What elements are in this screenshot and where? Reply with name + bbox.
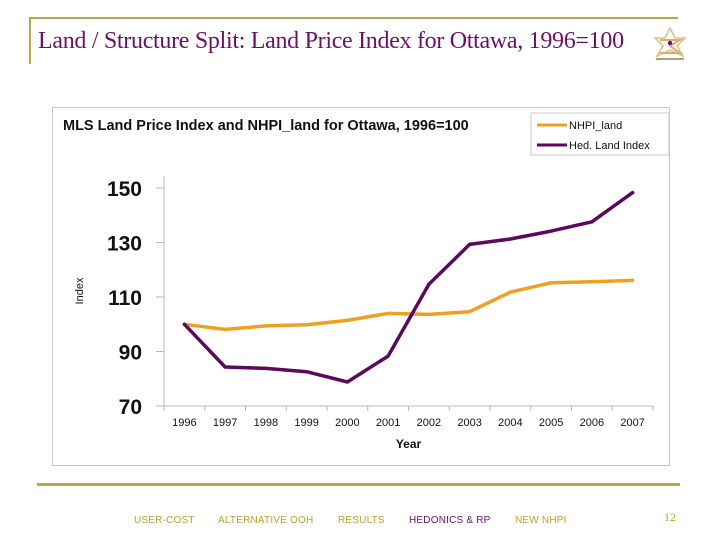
series-line-nhpi-land <box>182 278 635 332</box>
legend-box <box>530 112 670 156</box>
line-chart: MLS Land Price Index and NHPI_land for O… <box>63 112 670 451</box>
data-point-1-2003 <box>468 242 472 247</box>
nav-alternative-ooh[interactable]: ALTERNATIVE OOH <box>218 515 314 526</box>
data-point-0-2002 <box>427 312 431 317</box>
y-tick-label: 110 <box>108 287 142 310</box>
data-point-1-1996 <box>182 322 186 326</box>
y-tick-label: 70 <box>119 396 142 419</box>
y-axis-label: Index <box>74 277 86 304</box>
y-tick-label: 130 <box>107 233 142 256</box>
x-tick-label: 2006 <box>580 417 604 429</box>
data-point-0-2000 <box>345 318 349 323</box>
x-tick-label: 1996 <box>172 417 196 429</box>
data-point-1-1999 <box>305 370 309 374</box>
x-axis-label: Year <box>396 437 422 451</box>
x-tick-label: 2007 <box>620 417 644 429</box>
data-point-1-2002 <box>427 282 431 286</box>
chart-title: MLS Land Price Index and NHPI_land for O… <box>63 118 469 134</box>
series-line-hed-land-index <box>182 190 635 384</box>
footer-rule <box>37 483 680 486</box>
y-tick-label: 150 <box>107 178 142 201</box>
data-point-0-1999 <box>305 323 309 327</box>
data-point-0-1998 <box>264 324 268 328</box>
x-tick-label: 1997 <box>213 417 237 429</box>
data-point-0-2001 <box>386 311 390 315</box>
data-point-0-2006 <box>590 280 594 284</box>
data-point-0-2007 <box>631 278 635 282</box>
y-tick-label: 90 <box>119 342 142 365</box>
legend-label-1: Hed. Land Index <box>569 140 650 152</box>
nav-hedonics-rp[interactable]: HEDONICS & RP <box>409 515 491 526</box>
x-tick-label: 2005 <box>539 417 563 429</box>
data-point-1-2004 <box>508 237 512 241</box>
x-tick-label: 2003 <box>457 417 481 429</box>
data-point-1-2006 <box>590 220 594 224</box>
nav-new-nhpi[interactable]: NEW NHPI <box>515 515 567 526</box>
data-point-0-2005 <box>549 281 553 285</box>
data-point-1-2000 <box>345 380 349 384</box>
data-point-0-2003 <box>468 310 472 314</box>
data-point-1-1997 <box>223 365 227 369</box>
x-tick-label: 2002 <box>417 417 441 429</box>
data-point-1-1998 <box>264 366 268 370</box>
legend-label-0: NHPI_land <box>569 120 622 132</box>
x-tick-label: 2000 <box>335 417 359 429</box>
header-top-rule <box>30 17 678 19</box>
data-point-0-1997 <box>223 327 227 332</box>
data-point-1-2005 <box>549 229 553 233</box>
data-point-1-2001 <box>386 354 390 358</box>
header-left-rule <box>29 17 31 64</box>
x-tick-label: 2004 <box>498 417 522 429</box>
nav-user-cost[interactable]: USER-COST <box>134 515 195 526</box>
chart-frame: MLS Land Price Index and NHPI_land for O… <box>52 107 670 466</box>
x-tick-label: 1999 <box>294 417 318 429</box>
page-number: 12 <box>664 510 676 524</box>
nav-results[interactable]: RESULTS <box>338 515 385 526</box>
sigma-star-logo-icon <box>653 26 687 60</box>
data-point-1-2007 <box>631 191 635 195</box>
x-tick-label: 2001 <box>376 417 400 429</box>
slide-title: Land / Structure Split: Land Price Index… <box>38 28 624 54</box>
x-tick-label: 1998 <box>254 417 278 429</box>
data-point-0-2004 <box>508 290 512 294</box>
